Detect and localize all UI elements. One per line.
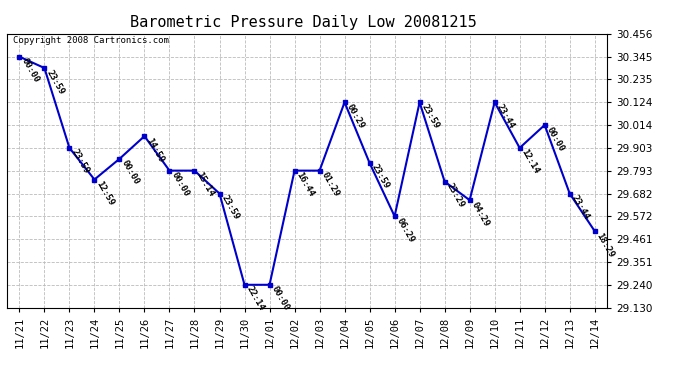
Text: 00:00: 00:00: [544, 125, 566, 153]
Text: 00:00: 00:00: [119, 159, 141, 187]
Text: 00:00: 00:00: [170, 171, 190, 198]
Text: 14:59: 14:59: [144, 136, 166, 164]
Text: 23:44: 23:44: [495, 102, 516, 130]
Text: 23:59: 23:59: [44, 68, 66, 96]
Text: 15:14: 15:14: [195, 171, 216, 198]
Text: 23:29: 23:29: [444, 182, 466, 209]
Text: 00:00: 00:00: [19, 57, 41, 84]
Text: 22:14: 22:14: [244, 285, 266, 313]
Text: 23:59: 23:59: [70, 148, 90, 176]
Text: 12:59: 12:59: [95, 180, 116, 207]
Text: 01:29: 01:29: [319, 171, 341, 198]
Text: 23:59: 23:59: [219, 194, 241, 221]
Text: 23:44: 23:44: [570, 194, 591, 221]
Text: 04:29: 04:29: [470, 200, 491, 228]
Text: 00:00: 00:00: [270, 285, 290, 313]
Text: 12:14: 12:14: [520, 148, 541, 176]
Text: 06:29: 06:29: [395, 216, 416, 244]
Text: 16:44: 16:44: [295, 171, 316, 198]
Text: 18:29: 18:29: [595, 231, 616, 259]
Text: Barometric Pressure Daily Low 20081215: Barometric Pressure Daily Low 20081215: [130, 15, 477, 30]
Text: 23:59: 23:59: [370, 163, 391, 191]
Text: Copyright 2008 Cartronics.com: Copyright 2008 Cartronics.com: [13, 36, 169, 45]
Text: 23:59: 23:59: [420, 102, 441, 130]
Text: 00:29: 00:29: [344, 102, 366, 130]
